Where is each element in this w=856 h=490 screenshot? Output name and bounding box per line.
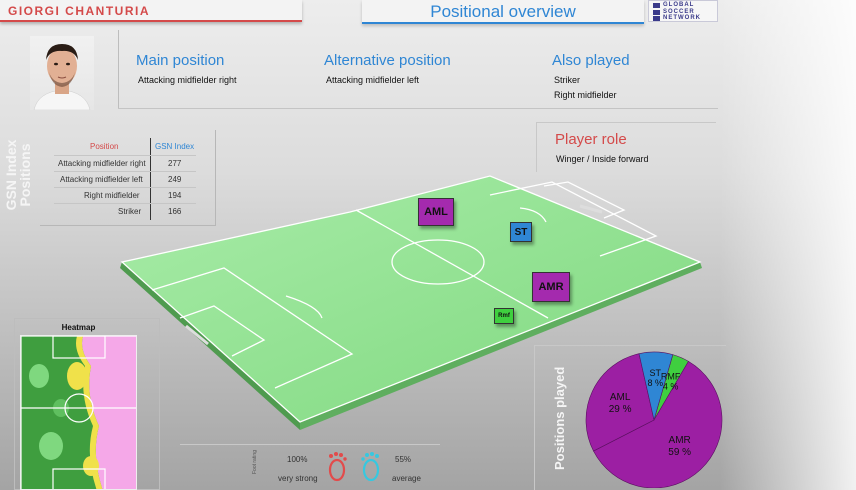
divider: [118, 30, 119, 108]
pie-slice-st: [638, 351, 674, 421]
table-header-index: GSN Index: [155, 142, 195, 151]
pitch-badge-st: ST: [510, 222, 532, 242]
logo-mark-icon: [653, 16, 660, 21]
player-name: GIORGI CHANTURIA: [8, 4, 150, 18]
player-role-label: Player role: [555, 131, 627, 148]
heatmap-title: Heatmap: [61, 323, 96, 332]
logo-mark-icon: [653, 3, 660, 8]
main-position-value: Attacking midfielder right: [138, 75, 237, 85]
table-row-index: 249: [168, 175, 182, 184]
page-title-bar: Positional overview: [362, 0, 644, 24]
divider: [118, 108, 718, 109]
positions-played-title: Positions played: [552, 366, 567, 470]
gsn-logo: GLOBAL SOCCER NETWORK: [648, 0, 718, 22]
table-divider: [54, 203, 196, 204]
pitch-badge-amr: AMR: [532, 272, 570, 302]
pie-label-st: ST: [649, 368, 661, 378]
alternative-position-value: Attacking midfielder left: [326, 75, 420, 85]
pie-label-rmf: RMF: [661, 371, 681, 381]
pie-label-aml: AML: [610, 392, 631, 403]
pie-label-amr: AMR: [669, 435, 691, 446]
main-position-label: Main position: [136, 52, 225, 69]
table-divider: [54, 155, 196, 156]
player-photo: [30, 36, 94, 110]
player-face-icon: [33, 44, 91, 110]
table-column-divider: [150, 138, 151, 220]
strong-foot-label: very strong: [278, 474, 318, 483]
table-row-index: 166: [168, 207, 182, 216]
table-row-position: Attacking midfielder right: [58, 159, 146, 168]
table-row-position: Right midfielder: [84, 191, 140, 200]
logo-line-3: NETWORK: [663, 15, 701, 21]
player-name-header: GIORGI CHANTURIA: [0, 0, 302, 22]
table-row-position: Attacking midfielder left: [60, 175, 143, 184]
pie-pct-st: 8 %: [647, 378, 663, 388]
pie-pct-rmf: 4 %: [663, 381, 679, 391]
red-foot-icon: [328, 452, 347, 482]
weak-foot-pct: 55%: [395, 455, 412, 464]
table-row-index: 194: [168, 191, 182, 200]
heatmap-image: [21, 336, 136, 489]
table-divider: [54, 187, 196, 188]
logo-line-1: GLOBAL: [663, 2, 695, 8]
alternative-position-label: Alternative position: [324, 52, 451, 69]
logo-mark-icon: [653, 10, 660, 15]
blue-foot-icon: [361, 452, 380, 482]
pitch-badge-aml: AML: [418, 198, 454, 226]
also-played-value-2: Right midfielder: [554, 90, 617, 100]
weak-foot-label: average: [392, 474, 421, 483]
also-played-label: Also played: [552, 52, 630, 69]
strong-foot-pct: 100%: [287, 455, 308, 464]
pitch-badge-rmf: Rmf: [494, 308, 514, 324]
table-row-position: Striker: [118, 207, 142, 216]
also-played-value-1: Striker: [554, 75, 581, 85]
table-header-position: Position: [90, 142, 119, 151]
positions-played-frame: [534, 345, 726, 490]
foot-rating-frame: [180, 444, 440, 490]
table-row-index: 277: [168, 159, 182, 168]
page-title: Positional overview: [430, 2, 576, 21]
gsn-table-frame: [40, 130, 216, 226]
pie-slice-amr: [593, 360, 723, 488]
foot-rating-side-label: Foot rating: [252, 450, 258, 474]
logo-line-2: SOCCER: [663, 9, 695, 15]
player-role-frame: [536, 122, 716, 172]
pie-slice-aml: [585, 353, 655, 452]
pie-pct-amr: 59 %: [668, 447, 691, 458]
table-divider: [54, 171, 196, 172]
player-role-value: Winger / Inside forward: [556, 154, 649, 164]
pie-pct-aml: 29 %: [609, 404, 632, 415]
heatmap: [20, 335, 137, 490]
